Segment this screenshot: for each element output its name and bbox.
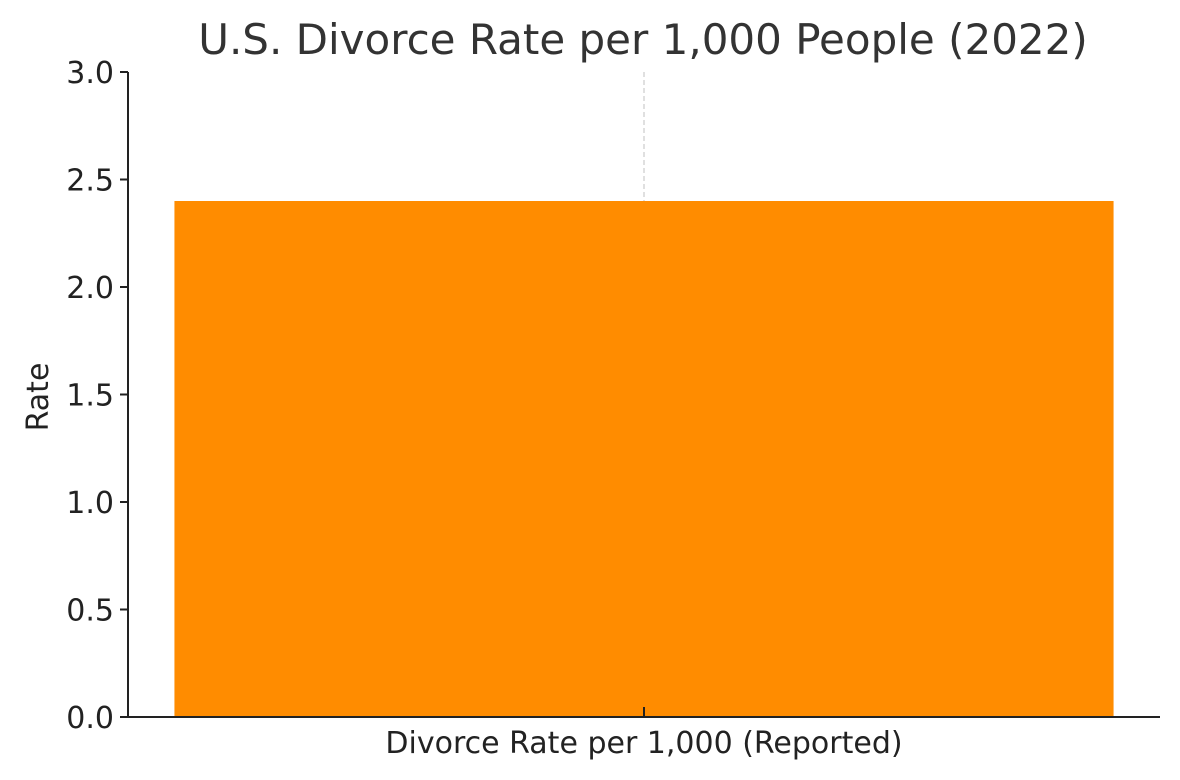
y-tick-label: 0.0 — [66, 701, 114, 736]
y-axis-label: Rate — [21, 363, 56, 432]
y-tick-label: 2.5 — [66, 164, 114, 199]
y-tick-label: 1.5 — [66, 379, 114, 414]
y-tick-label: 0.5 — [66, 594, 114, 629]
bar-layer — [174, 201, 1114, 717]
bar — [174, 201, 1114, 717]
y-tick-label: 1.0 — [66, 486, 114, 521]
y-tick-label: 3.0 — [66, 56, 114, 91]
tick-layer: Divorce Rate per 1,000 (Reported) 0.0 0.5 1… — [66, 56, 902, 761]
y-tick-label: 2.0 — [66, 271, 114, 306]
x-tick-label: Divorce Rate per 1,000 (Reported) — [385, 726, 902, 761]
chart-title: U.S. Divorce Rate per 1,000 People (2022… — [198, 15, 1088, 64]
